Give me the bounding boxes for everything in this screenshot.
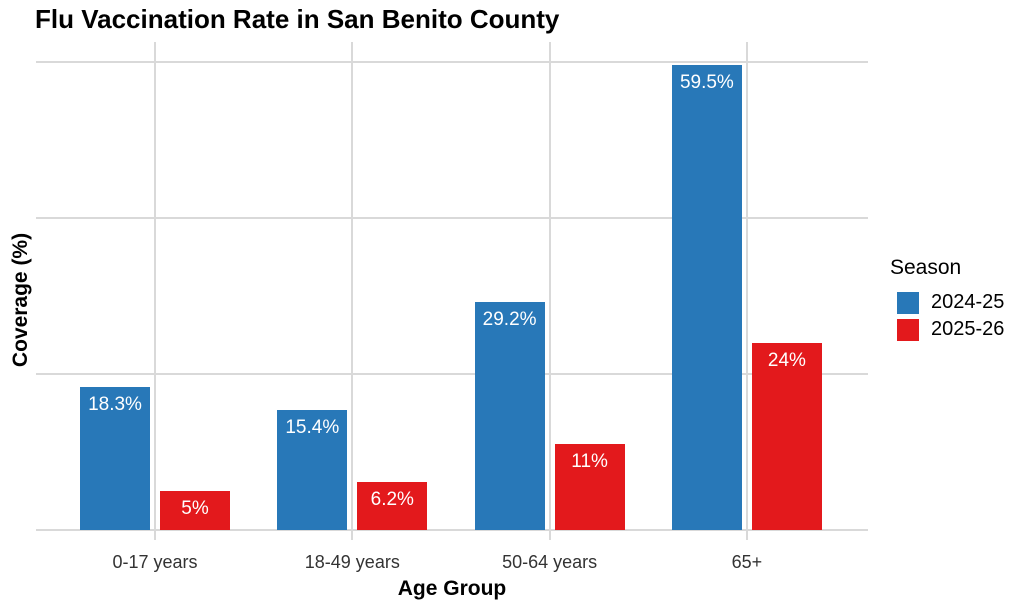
gridline-vertical: [548, 42, 551, 530]
legend-label: 2025-26: [931, 318, 1005, 340]
x-tick-mark: [548, 530, 551, 540]
gridline-horizontal: [36, 372, 868, 375]
gridline-horizontal: [36, 529, 868, 531]
gridline-vertical: [154, 42, 156, 530]
y-axis-title: Coverage (%): [9, 232, 32, 368]
bar-2024-25-65+: 59.5%: [671, 65, 742, 530]
legend-item-2025-26: 2025-26: [890, 318, 1004, 341]
bar-value-label: 29.2%: [482, 309, 537, 331]
gridline-vertical: [351, 42, 354, 530]
x-tick-mark: [154, 530, 156, 540]
x-tick-mark: [745, 530, 748, 540]
gridline-horizontal: [36, 60, 868, 63]
legend-label: 2024-25: [931, 291, 1005, 313]
bar-2024-25-0-17 years: 18.3%: [80, 387, 150, 530]
legend-swatch: [897, 291, 919, 314]
legend: Season 2024-25 2025-26: [890, 256, 1004, 345]
bar-2024-25-18-49 years: 15.4%: [277, 409, 348, 530]
bar-value-label: 15.4%: [285, 416, 340, 438]
legend-items: 2024-25 2025-26: [890, 291, 1004, 341]
x-tick-label: 65+: [731, 552, 763, 572]
bar-2025-26-18-49 years: 6.2%: [357, 481, 428, 530]
bar-2025-26-0-17 years: 5%: [160, 490, 230, 530]
bar-2025-26-50-64 years: 11%: [554, 444, 625, 530]
plot-area: 18.3% 15.4% 29.2% 59.5% 5% 6.2% 11% 24%: [36, 42, 868, 531]
gridline-vertical: [745, 42, 748, 530]
x-tick-label: 18-49 years: [304, 552, 400, 572]
bar-value-label: 6.2%: [370, 488, 414, 510]
legend-swatch: [897, 318, 919, 341]
bar-value-label: 59.5%: [679, 72, 734, 94]
bar-value-label: 18.3%: [88, 394, 142, 416]
gridline-horizontal: [36, 216, 868, 219]
x-tick-label: 50-64 years: [502, 552, 598, 572]
x-tick-label: 0-17 years: [112, 552, 198, 572]
legend-item-2024-25: 2024-25: [890, 291, 1004, 314]
bar-2024-25-50-64 years: 29.2%: [474, 302, 545, 530]
legend-title: Season: [890, 256, 962, 279]
x-axis-title: Age Group: [397, 577, 507, 600]
bar-value-label: 24%: [767, 349, 806, 371]
bar-2025-26-65+: 24%: [751, 342, 822, 530]
x-tick-mark: [351, 530, 354, 540]
chart-title: Flu Vaccination Rate in San Benito Count…: [35, 4, 560, 34]
bar-value-label: 11%: [571, 451, 608, 473]
bar-value-label: 5%: [181, 497, 209, 519]
